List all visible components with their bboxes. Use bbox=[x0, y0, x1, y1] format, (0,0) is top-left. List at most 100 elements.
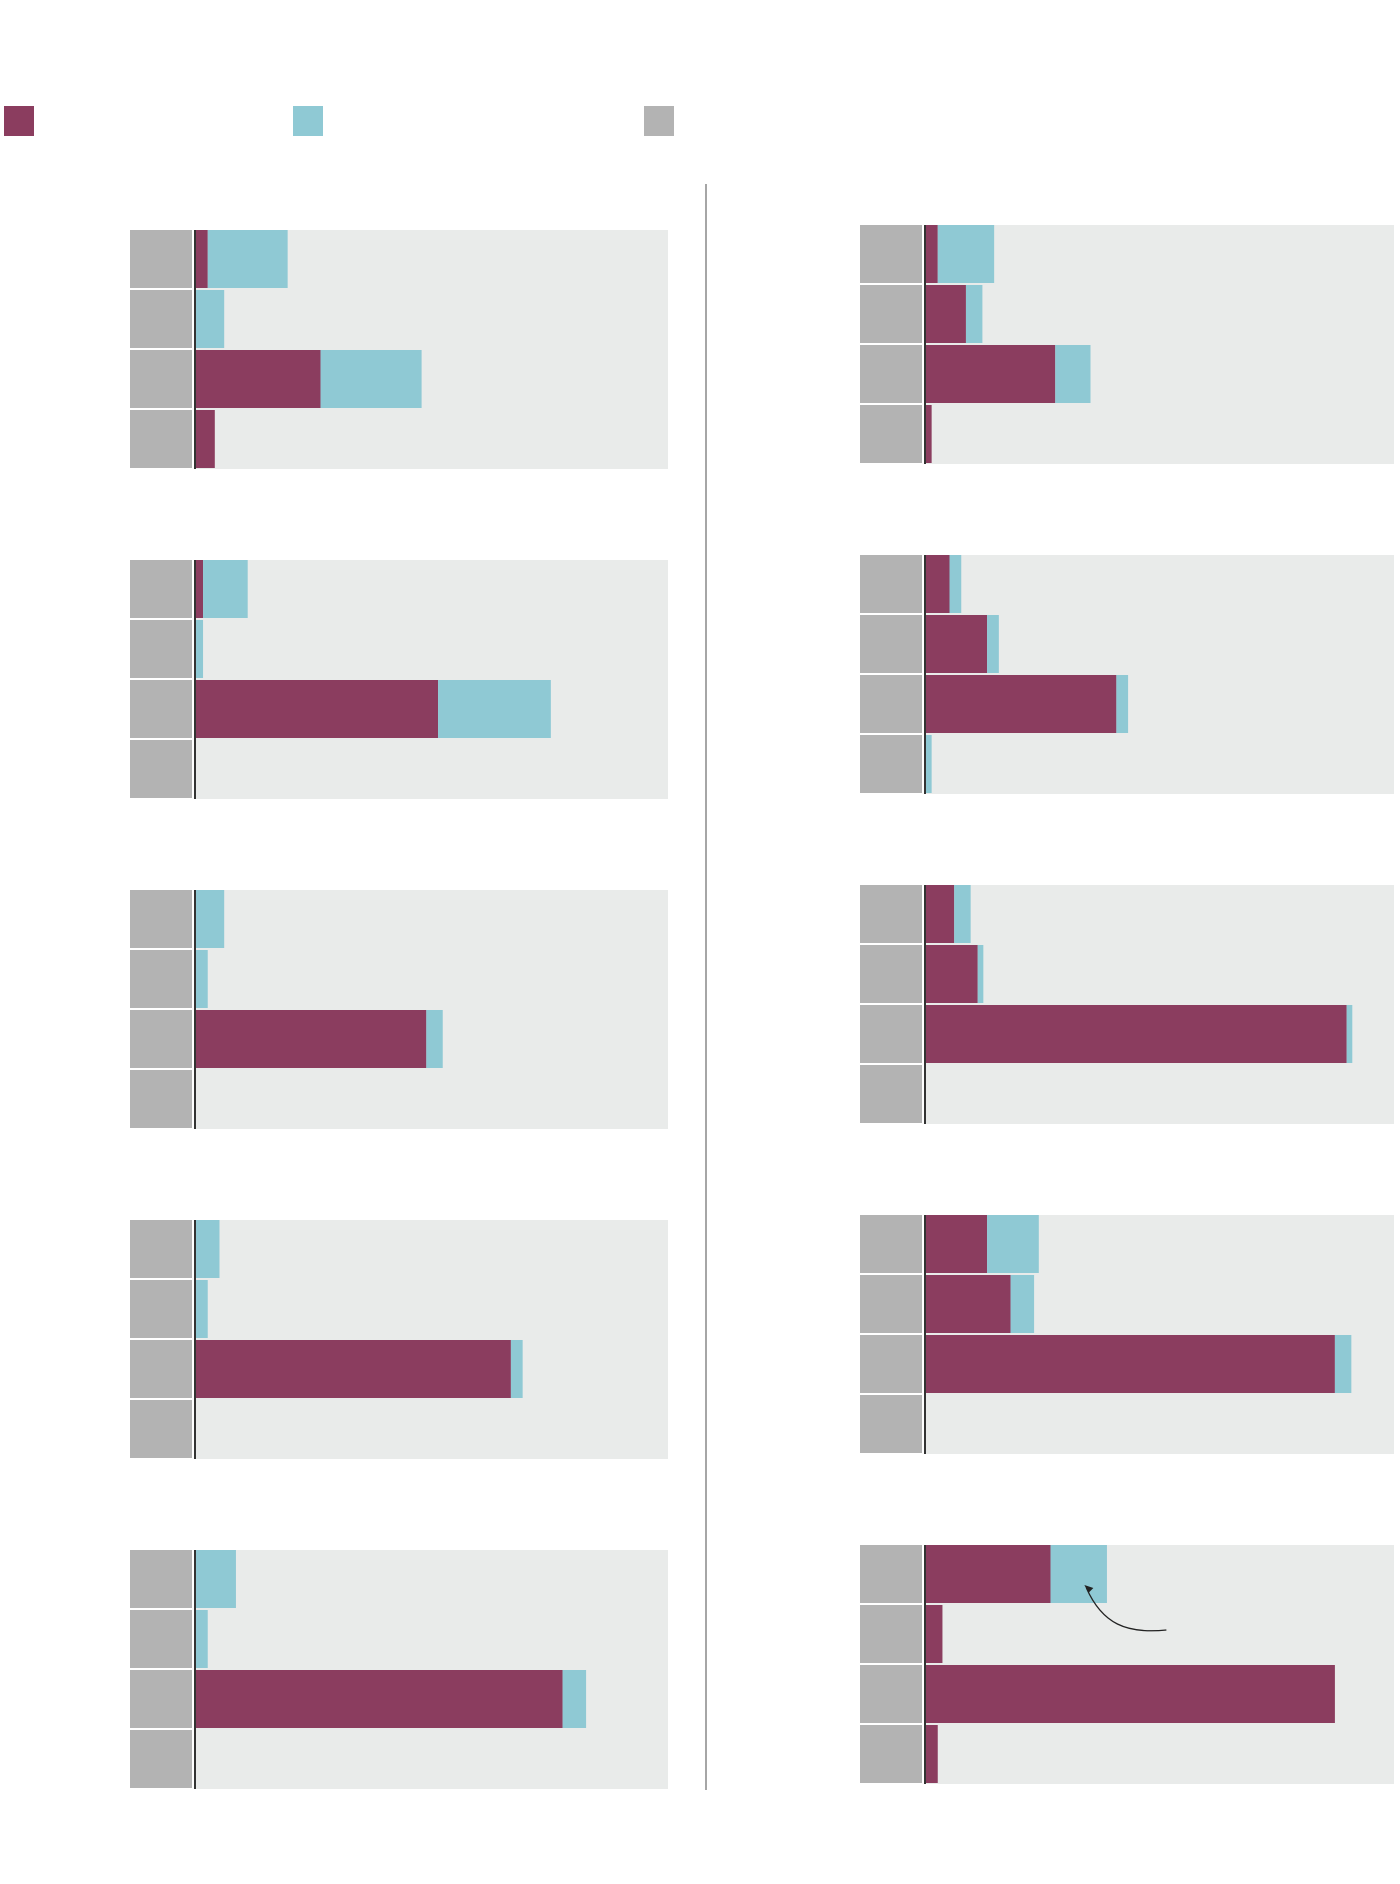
panel-7-row-1-label-block bbox=[860, 555, 922, 613]
panel-9-row-1-bar-series-b bbox=[987, 1215, 1039, 1273]
panel-9-row-3-bar-series-a bbox=[926, 1335, 1335, 1393]
panel-8-row-1-bar-series-a bbox=[926, 885, 955, 943]
panel-9-row-3-bar-series-b bbox=[1334, 1335, 1352, 1393]
panel-5-row-3-bar-series-a bbox=[196, 1670, 563, 1728]
panel-2-row-2-bar-series-b bbox=[196, 620, 204, 678]
panel-9-row-1-label-block bbox=[860, 1215, 922, 1273]
panel-1-row-3-bar-series-b bbox=[320, 350, 422, 408]
panel-7-row-2-label-block bbox=[860, 615, 922, 673]
panel-6-row-3-bar-series-a bbox=[926, 345, 1056, 403]
panel-8-row-1-label-block bbox=[860, 885, 922, 943]
panel-5-row-3-bar-series-b bbox=[562, 1670, 587, 1728]
panel-10-row-3-bar-series-a bbox=[926, 1665, 1335, 1723]
panel-5-row-2-label-block bbox=[130, 1610, 192, 1668]
legend-swatch-series-b bbox=[293, 106, 323, 136]
panel-8-row-2-bar-series-a bbox=[926, 945, 978, 1003]
panel-2-row-1-bar-series-a bbox=[196, 560, 204, 618]
panel-6-row-2-label-block bbox=[860, 285, 922, 343]
panel-5-row-4-label-block bbox=[130, 1730, 192, 1788]
panel-5-row-3-label-block bbox=[130, 1670, 192, 1728]
panel-7-row-4-bar-series-b bbox=[926, 735, 932, 793]
panel-10-row-2-label-block bbox=[860, 1605, 922, 1663]
legend bbox=[0, 0, 1400, 150]
panel-2-row-1-label-block bbox=[130, 560, 192, 618]
panel-3-row-4-label-block bbox=[130, 1070, 192, 1128]
panel-6-background bbox=[925, 225, 1394, 464]
panel-8-row-3-label-block bbox=[860, 1005, 922, 1063]
legend-swatch-row-label bbox=[644, 106, 674, 136]
panel-7-row-3-bar-series-a bbox=[926, 675, 1117, 733]
panel-1-row-3-label-block bbox=[130, 350, 192, 408]
panel-8-row-4-label-block bbox=[860, 1065, 922, 1123]
panel-10-row-1-bar-series-b bbox=[1050, 1545, 1107, 1603]
panel-1-row-2-bar-series-b bbox=[196, 290, 225, 348]
panel-6-row-1-label-block bbox=[860, 225, 922, 283]
panel-7-background bbox=[925, 555, 1394, 794]
panel-1-row-1-bar-series-b bbox=[207, 230, 288, 288]
panel-10-row-1-label-block bbox=[860, 1545, 922, 1603]
panel-6-row-2-bar-series-b bbox=[965, 285, 983, 343]
panel-7-row-3-label-block bbox=[860, 675, 922, 733]
annotation-arrow-line bbox=[1085, 1587, 1167, 1632]
column-divider bbox=[705, 184, 707, 1790]
panel-9-row-2-bar-series-b bbox=[1010, 1275, 1035, 1333]
panel-9-row-3-label-block bbox=[860, 1335, 922, 1393]
panel-7-row-3-bar-series-b bbox=[1116, 675, 1129, 733]
panel-5-background bbox=[195, 1550, 668, 1789]
panel-8-background bbox=[925, 885, 1394, 1124]
panel-3-row-3-bar-series-b bbox=[426, 1010, 443, 1068]
panel-4-row-3-bar-series-b bbox=[510, 1340, 523, 1398]
panel-1-row-2-label-block bbox=[130, 290, 192, 348]
panel-4-row-3-label-block bbox=[130, 1340, 192, 1398]
panel-1-row-1-label-block bbox=[130, 230, 192, 288]
panel-3-row-2-bar-series-b bbox=[196, 950, 208, 1008]
panel-10-row-1-bar-series-a bbox=[926, 1545, 1051, 1603]
panel-1-row-4-label-block bbox=[130, 410, 192, 468]
panel-2-row-3-label-block bbox=[130, 680, 192, 738]
panel-1-row-3-bar-series-a bbox=[196, 350, 321, 408]
panel-6-row-3-label-block bbox=[860, 345, 922, 403]
panel-2-row-4-label-block bbox=[130, 740, 192, 798]
panel-7-row-2-bar-series-b bbox=[987, 615, 999, 673]
panel-6-row-1-bar-series-a bbox=[926, 225, 938, 283]
panel-10-row-4-bar-series-a bbox=[926, 1725, 938, 1783]
panel-3-row-3-label-block bbox=[130, 1010, 192, 1068]
panel-6-row-2-bar-series-a bbox=[926, 285, 966, 343]
panel-2-row-1-bar-series-b bbox=[203, 560, 248, 618]
panel-4-row-2-bar-series-b bbox=[196, 1280, 208, 1338]
panel-5-row-2-bar-series-b bbox=[196, 1610, 208, 1668]
panel-2-row-3-bar-series-a bbox=[196, 680, 439, 738]
panel-7-row-2-bar-series-a bbox=[926, 615, 988, 673]
panel-9-row-1-bar-series-a bbox=[926, 1215, 988, 1273]
panel-4-row-4-label-block bbox=[130, 1400, 192, 1458]
panel-3-row-1-bar-series-b bbox=[196, 890, 225, 948]
panel-4-background bbox=[195, 1220, 668, 1459]
panel-2-background bbox=[195, 560, 668, 799]
panel-7-row-1-bar-series-a bbox=[926, 555, 950, 613]
panel-9-row-2-label-block bbox=[860, 1275, 922, 1333]
panel-6-row-1-bar-series-b bbox=[937, 225, 995, 283]
panel-5-row-1-label-block bbox=[130, 1550, 192, 1608]
panel-8-row-3-bar-series-b bbox=[1346, 1005, 1353, 1063]
legend-swatch-series-a bbox=[4, 106, 34, 136]
panel-10-row-4-label-block bbox=[860, 1725, 922, 1783]
panel-6-row-4-label-block bbox=[860, 405, 922, 463]
panel-6-row-4-bar-series-a bbox=[926, 405, 932, 463]
panel-4-row-3-bar-series-a bbox=[196, 1340, 511, 1398]
panel-8-row-1-bar-series-b bbox=[954, 885, 971, 943]
panel-2-row-2-label-block bbox=[130, 620, 192, 678]
panel-10-row-3-label-block bbox=[860, 1665, 922, 1723]
panel-9-row-2-bar-series-a bbox=[926, 1275, 1011, 1333]
panel-7-row-1-bar-series-b bbox=[949, 555, 962, 613]
panel-3-row-2-label-block bbox=[130, 950, 192, 1008]
panel-9-row-4-label-block bbox=[860, 1395, 922, 1453]
panel-4-row-2-label-block bbox=[130, 1280, 192, 1338]
annotation-arrow-head bbox=[1084, 1585, 1094, 1593]
panel-3-row-1-label-block bbox=[130, 890, 192, 948]
panel-4-row-1-label-block bbox=[130, 1220, 192, 1278]
panel-7-row-4-label-block bbox=[860, 735, 922, 793]
panel-2-row-3-bar-series-b bbox=[438, 680, 551, 738]
panel-8-row-3-bar-series-a bbox=[926, 1005, 1347, 1063]
panel-1-row-4-bar-series-a bbox=[196, 410, 215, 468]
panel-3-background bbox=[195, 890, 668, 1129]
